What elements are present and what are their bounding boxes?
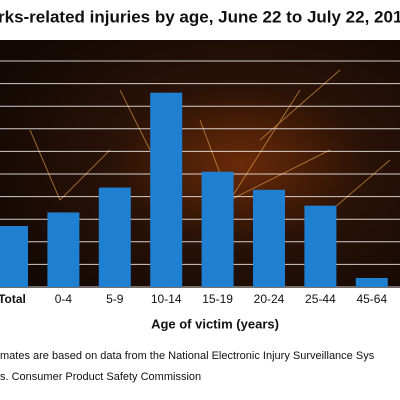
bar [253, 189, 285, 287]
x-tick-label: 15-19 [202, 292, 233, 306]
chart-title: rks-related injuries by age, June 22 to … [0, 7, 400, 26]
bar [98, 187, 131, 287]
bar [47, 212, 80, 287]
footnote: mates are based on data from the Nationa… [0, 350, 375, 362]
x-tick-label: 20-24 [254, 292, 285, 306]
footnote: s. Consumer Product Safety Commission [0, 371, 201, 383]
x-tick-label: 10-14 [151, 292, 182, 306]
bar [201, 171, 234, 287]
x-tick-label: 5-9 [106, 292, 124, 306]
bar [150, 92, 183, 287]
x-axis-title: Age of victim (years) [151, 316, 279, 331]
bar [355, 277, 388, 287]
bar [304, 205, 337, 287]
x-tick-label: 45-64 [356, 292, 387, 306]
x-tick-label: Total [0, 292, 26, 306]
bar [0, 225, 28, 287]
x-tick-label: 25-44 [305, 292, 336, 306]
x-tick-label: 0-4 [55, 292, 73, 306]
